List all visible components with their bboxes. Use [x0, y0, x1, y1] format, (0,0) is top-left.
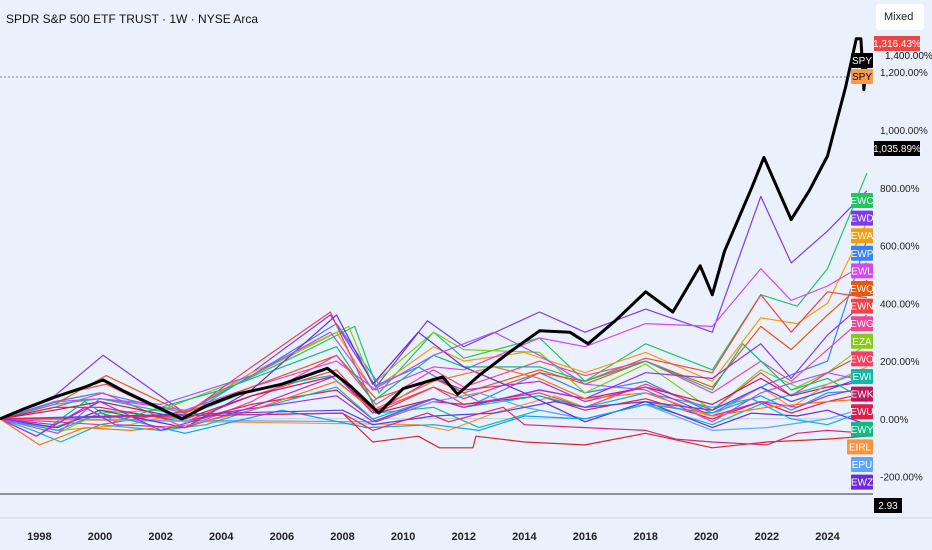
x-tick-label: 2002 — [148, 531, 172, 543]
series-layer — [0, 37, 873, 449]
y-tick-label: 200.00% — [880, 357, 920, 368]
legend-tag-spy — [851, 69, 873, 84]
legend-tag-ewu — [851, 404, 873, 420]
legend-tag-label: EWG — [850, 319, 874, 330]
legend-tag-ewi — [851, 369, 873, 384]
legend-tag-spy — [851, 53, 873, 68]
value-labels: 1,400.00% 1,316.43% 1,035.89% 2.93 — [873, 36, 932, 513]
x-tick-label: 2024 — [815, 531, 840, 543]
series-line-ewd — [0, 190, 868, 420]
series-line-ewu — [0, 389, 868, 423]
legend-tag-label: EWY — [851, 425, 874, 436]
legend-tag-ewo — [851, 351, 873, 367]
legend-tag-label: EPU — [852, 460, 873, 471]
x-tick-label: 2018 — [633, 531, 657, 543]
series-line-eza — [0, 325, 868, 434]
legend-tag-label: EWN — [850, 302, 873, 313]
legend-tag-label: EWK — [851, 390, 874, 401]
x-tick-label: 2004 — [209, 531, 234, 543]
x-tick-label: 2012 — [452, 531, 476, 543]
chart-title: SPDR S&P 500 ETF TRUST · 1W · NYSE Arca — [6, 12, 259, 26]
legend-tag-label: EWD — [850, 214, 873, 225]
legend-tag-label: EWZ — [851, 478, 873, 489]
legend-tag-label: EWP — [851, 249, 874, 260]
legend-tags: SPY SPY EWC EWD EWA EWP EWL EWQ EWN EWG EZA EWO EWI E… — [847, 53, 874, 490]
legend-tag-label: EWI — [853, 372, 872, 383]
series-line-ewt — [0, 299, 868, 431]
price-badge — [874, 498, 902, 513]
crosshair-value-label: 1,035.89% — [873, 144, 921, 155]
legend-tag-label: EWA — [851, 231, 874, 242]
series-line-spy — [0, 37, 869, 421]
x-tick-label: 2000 — [88, 531, 112, 543]
series-line-ewi — [0, 369, 868, 429]
current-return-badge — [874, 36, 920, 51]
x-tick-label: 2022 — [755, 531, 779, 543]
legend-tag-ewd — [851, 210, 873, 226]
y-tick-label: -200.00% — [880, 473, 923, 484]
series-line-eis — [0, 375, 868, 426]
legend-tag-label: EWC — [850, 196, 873, 207]
price-label: 2.93 — [878, 501, 898, 512]
y-tick-label: 800.00% — [880, 184, 920, 195]
x-tick-label: 2008 — [330, 531, 354, 543]
legend-tag-label: EWL — [851, 266, 873, 277]
series-line-ech — [0, 412, 867, 449]
series-line-ewj — [0, 389, 867, 434]
series-line-eww — [0, 331, 868, 434]
legend-tag-label: EWQ — [850, 284, 874, 295]
legend-tag-ewp — [851, 245, 873, 261]
scale-mode-button[interactable]: Mixed — [876, 4, 924, 30]
y-tick-label: 1,000.00% — [880, 126, 928, 137]
series-line-ewq — [0, 279, 868, 420]
legend-tag-ewq — [851, 281, 873, 296]
x-tick-label: 2016 — [573, 531, 597, 543]
series-line-ewm — [0, 366, 867, 446]
series-line-ewc — [0, 173, 868, 429]
x-axis[interactable]: 1998 2000 2002 2004 2006 2008 2010 2012 2014 2016… — [27, 531, 840, 543]
legend-tag-ewl — [851, 263, 873, 279]
legend-tag-label: SPY — [852, 72, 872, 83]
y-tick-label: 600.00% — [880, 242, 920, 253]
y-axis[interactable]: 1,200.00% 1,000.00% 800.00% 600.00% 400.00% 2… — [880, 68, 928, 483]
legend-tag-eza — [851, 333, 873, 349]
legend-tag-label: SPY — [852, 56, 872, 67]
y-tick-partial-label: 1,400.00% — [885, 51, 932, 62]
series-line-ewz — [0, 314, 868, 429]
legend-tag-ewn — [851, 298, 873, 314]
legend-tag-ewc — [851, 193, 873, 208]
crosshair-value-badge — [874, 141, 920, 156]
legend-tag-label: EWO — [850, 354, 874, 365]
y-tick-label: 0.00% — [880, 415, 908, 426]
x-tick-label: 2010 — [391, 531, 415, 543]
legend-tag-ewz — [851, 474, 873, 490]
y-tick-label: 1,200.00% — [880, 68, 928, 79]
legend-tag-label: EIRL — [849, 442, 872, 453]
x-tick-label: 2006 — [270, 531, 294, 543]
legend-tag-ewg — [851, 316, 873, 332]
series-line-tur — [0, 406, 867, 446]
legend-tag-ewy — [851, 421, 873, 437]
legend-tag-ewa — [851, 228, 873, 244]
x-tick-label: 2014 — [512, 531, 537, 543]
current-return-label: 1,316.43% — [873, 39, 921, 50]
legend-tag-epu — [851, 457, 873, 472]
legend-tag-eirl — [847, 439, 873, 455]
y-tick-label: 400.00% — [880, 299, 920, 310]
legend-tag-label: EWU — [850, 407, 873, 418]
x-tick-label: 2020 — [694, 531, 718, 543]
x-tick-label: 1998 — [27, 531, 51, 543]
legend-tag-label: EZA — [852, 337, 872, 348]
legend-tag-ewk — [851, 386, 873, 402]
